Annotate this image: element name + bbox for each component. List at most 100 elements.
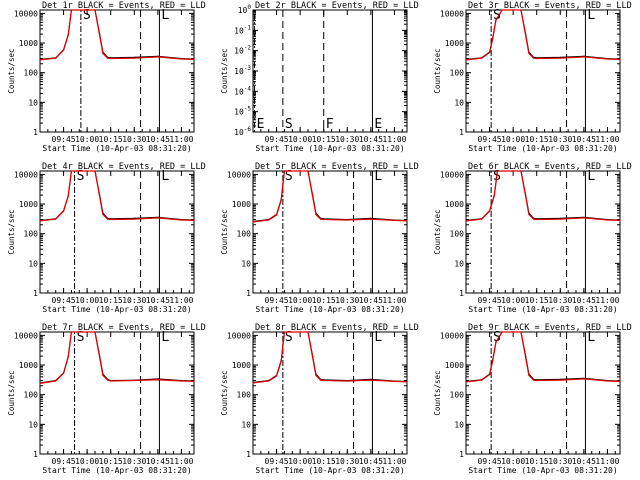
- y-tick-label: 1000: [19, 361, 38, 370]
- time-marker-label: S: [285, 169, 293, 184]
- series-lld-point: [133, 379, 135, 382]
- x-tick-label: 10:00: [75, 135, 99, 144]
- x-tick-label: 11:00: [169, 457, 193, 466]
- series-lld-point: [70, 170, 72, 172]
- x-tick-label: 10:30: [548, 135, 572, 144]
- series-lld-point: [619, 58, 621, 61]
- series-lld-point: [63, 210, 65, 212]
- series-lld-point: [406, 220, 408, 222]
- series-lld-point: [481, 218, 483, 220]
- series-lld-point: [102, 213, 104, 215]
- time-marker-label: S: [493, 330, 501, 345]
- series-lld-point: [288, 331, 290, 333]
- series-lld-point: [157, 217, 159, 219]
- time-marker-label: L: [587, 8, 595, 23]
- y-tick-label: 10000: [440, 170, 464, 179]
- y-tick-label: 10-5: [234, 106, 251, 117]
- plot-frame: [465, 170, 621, 294]
- series-lld-point: [559, 379, 561, 381]
- series-lld-point: [619, 380, 621, 382]
- series-lld-point: [406, 381, 408, 383]
- series-lld-point: [107, 57, 109, 59]
- series-lld-point: [39, 59, 41, 61]
- x-tick-label: 09:45: [478, 135, 502, 144]
- x-tick-label: 11:00: [595, 457, 619, 466]
- plot-frame: [252, 9, 408, 133]
- series-lld-line: [252, 170, 408, 223]
- series-lld-point: [501, 331, 503, 333]
- x-axis-label: Start Time (10-Apr-03 08:31:20): [468, 466, 617, 475]
- series-lld-point: [280, 360, 282, 362]
- series-lld-point: [583, 56, 585, 58]
- y-tick-label: 1000: [445, 200, 464, 209]
- series-lld-point: [320, 218, 322, 220]
- series-lld-point: [157, 379, 159, 381]
- y-tick-label: 10: [28, 420, 38, 429]
- series-lld-point: [110, 57, 112, 60]
- series-lld-point: [533, 379, 535, 381]
- series-lld-point: [107, 379, 109, 381]
- x-tick-label: 10:30: [122, 296, 146, 305]
- x-tick-label: 10:00: [75, 457, 99, 466]
- panel-title: Det 2r BLACK = Events, RED = LLD: [255, 1, 419, 11]
- x-tick-label: 11:00: [169, 135, 193, 144]
- y-tick-label: 10-6: [234, 126, 251, 137]
- series-lld-point: [528, 374, 530, 376]
- plot-frame: [465, 331, 621, 455]
- y-axis-label: Counts/sec: [433, 370, 442, 415]
- series-lld-point: [75, 170, 77, 172]
- x-tick-label: 10:15: [312, 135, 336, 144]
- y-axis-label: Counts/sec: [220, 370, 229, 415]
- series-lld-point: [501, 9, 503, 11]
- time-marker-label: L: [587, 330, 595, 345]
- x-tick-label: 10:00: [501, 296, 525, 305]
- x-tick-label: 10:15: [525, 296, 549, 305]
- series-lld-point: [75, 331, 77, 333]
- series-lld-point: [75, 9, 77, 11]
- x-tick-label: 10:00: [501, 135, 525, 144]
- y-tick-label: 10: [454, 259, 464, 268]
- plot-frame: [252, 170, 408, 294]
- x-tick-label: 11:00: [595, 135, 619, 144]
- series-lld-line: [39, 9, 195, 61]
- series-events-line: [252, 331, 408, 383]
- series-lld-point: [559, 218, 561, 220]
- x-tick-label: 10:00: [75, 296, 99, 305]
- series-events-line: [252, 170, 408, 222]
- series-lld-line: [39, 170, 195, 222]
- series-lld-point: [180, 219, 182, 221]
- plot-frame: [39, 9, 195, 133]
- series-lld-point: [299, 331, 301, 333]
- x-tick-label: 10:15: [99, 296, 123, 305]
- panel-title: Det 9r BLACK = Events, RED = LLD: [468, 323, 632, 333]
- x-tick-label: 10:45: [572, 296, 596, 305]
- series-lld-point: [465, 220, 467, 222]
- y-tick-label: 1: [33, 450, 38, 459]
- y-tick-label: 10: [28, 259, 38, 268]
- series-lld-point: [528, 213, 530, 215]
- y-tick-label: 10000: [14, 9, 38, 18]
- x-tick-label: 10:30: [122, 135, 146, 144]
- series-lld-point: [86, 331, 88, 333]
- series-lld-point: [94, 9, 96, 11]
- series-lld-point: [252, 221, 254, 223]
- y-tick-label: 100: [237, 391, 252, 400]
- series-lld-line: [252, 331, 408, 384]
- series-lld-point: [583, 378, 585, 380]
- series-lld-point: [110, 218, 112, 221]
- panel-det-3r: Det 3r BLACK = Events, RED = LLD 1 10 100 10…: [433, 1, 632, 153]
- y-tick-label: 100: [237, 230, 252, 239]
- panel-det-9r: Det 9r BLACK = Events, RED = LLD 1 10 100 10…: [433, 323, 632, 475]
- series-lld-point: [495, 341, 497, 343]
- panel-title: Det 7r BLACK = Events, RED = LLD: [42, 323, 206, 333]
- x-tick-label: 10:00: [288, 457, 312, 466]
- x-axis-label: Start Time (10-Apr-03 08:31:20): [42, 305, 191, 314]
- y-tick-label: 10000: [227, 331, 251, 340]
- x-tick-label: 10:15: [525, 457, 549, 466]
- series-lld-point: [180, 380, 182, 382]
- x-tick-label: 09:45: [265, 135, 289, 144]
- y-tick-label: 10-3: [234, 65, 251, 76]
- series-lld-point: [268, 380, 270, 382]
- panel-det-6r: Det 6r BLACK = Events, RED = LLD 1 10 100 10…: [433, 162, 632, 314]
- series-lld-point: [55, 218, 57, 220]
